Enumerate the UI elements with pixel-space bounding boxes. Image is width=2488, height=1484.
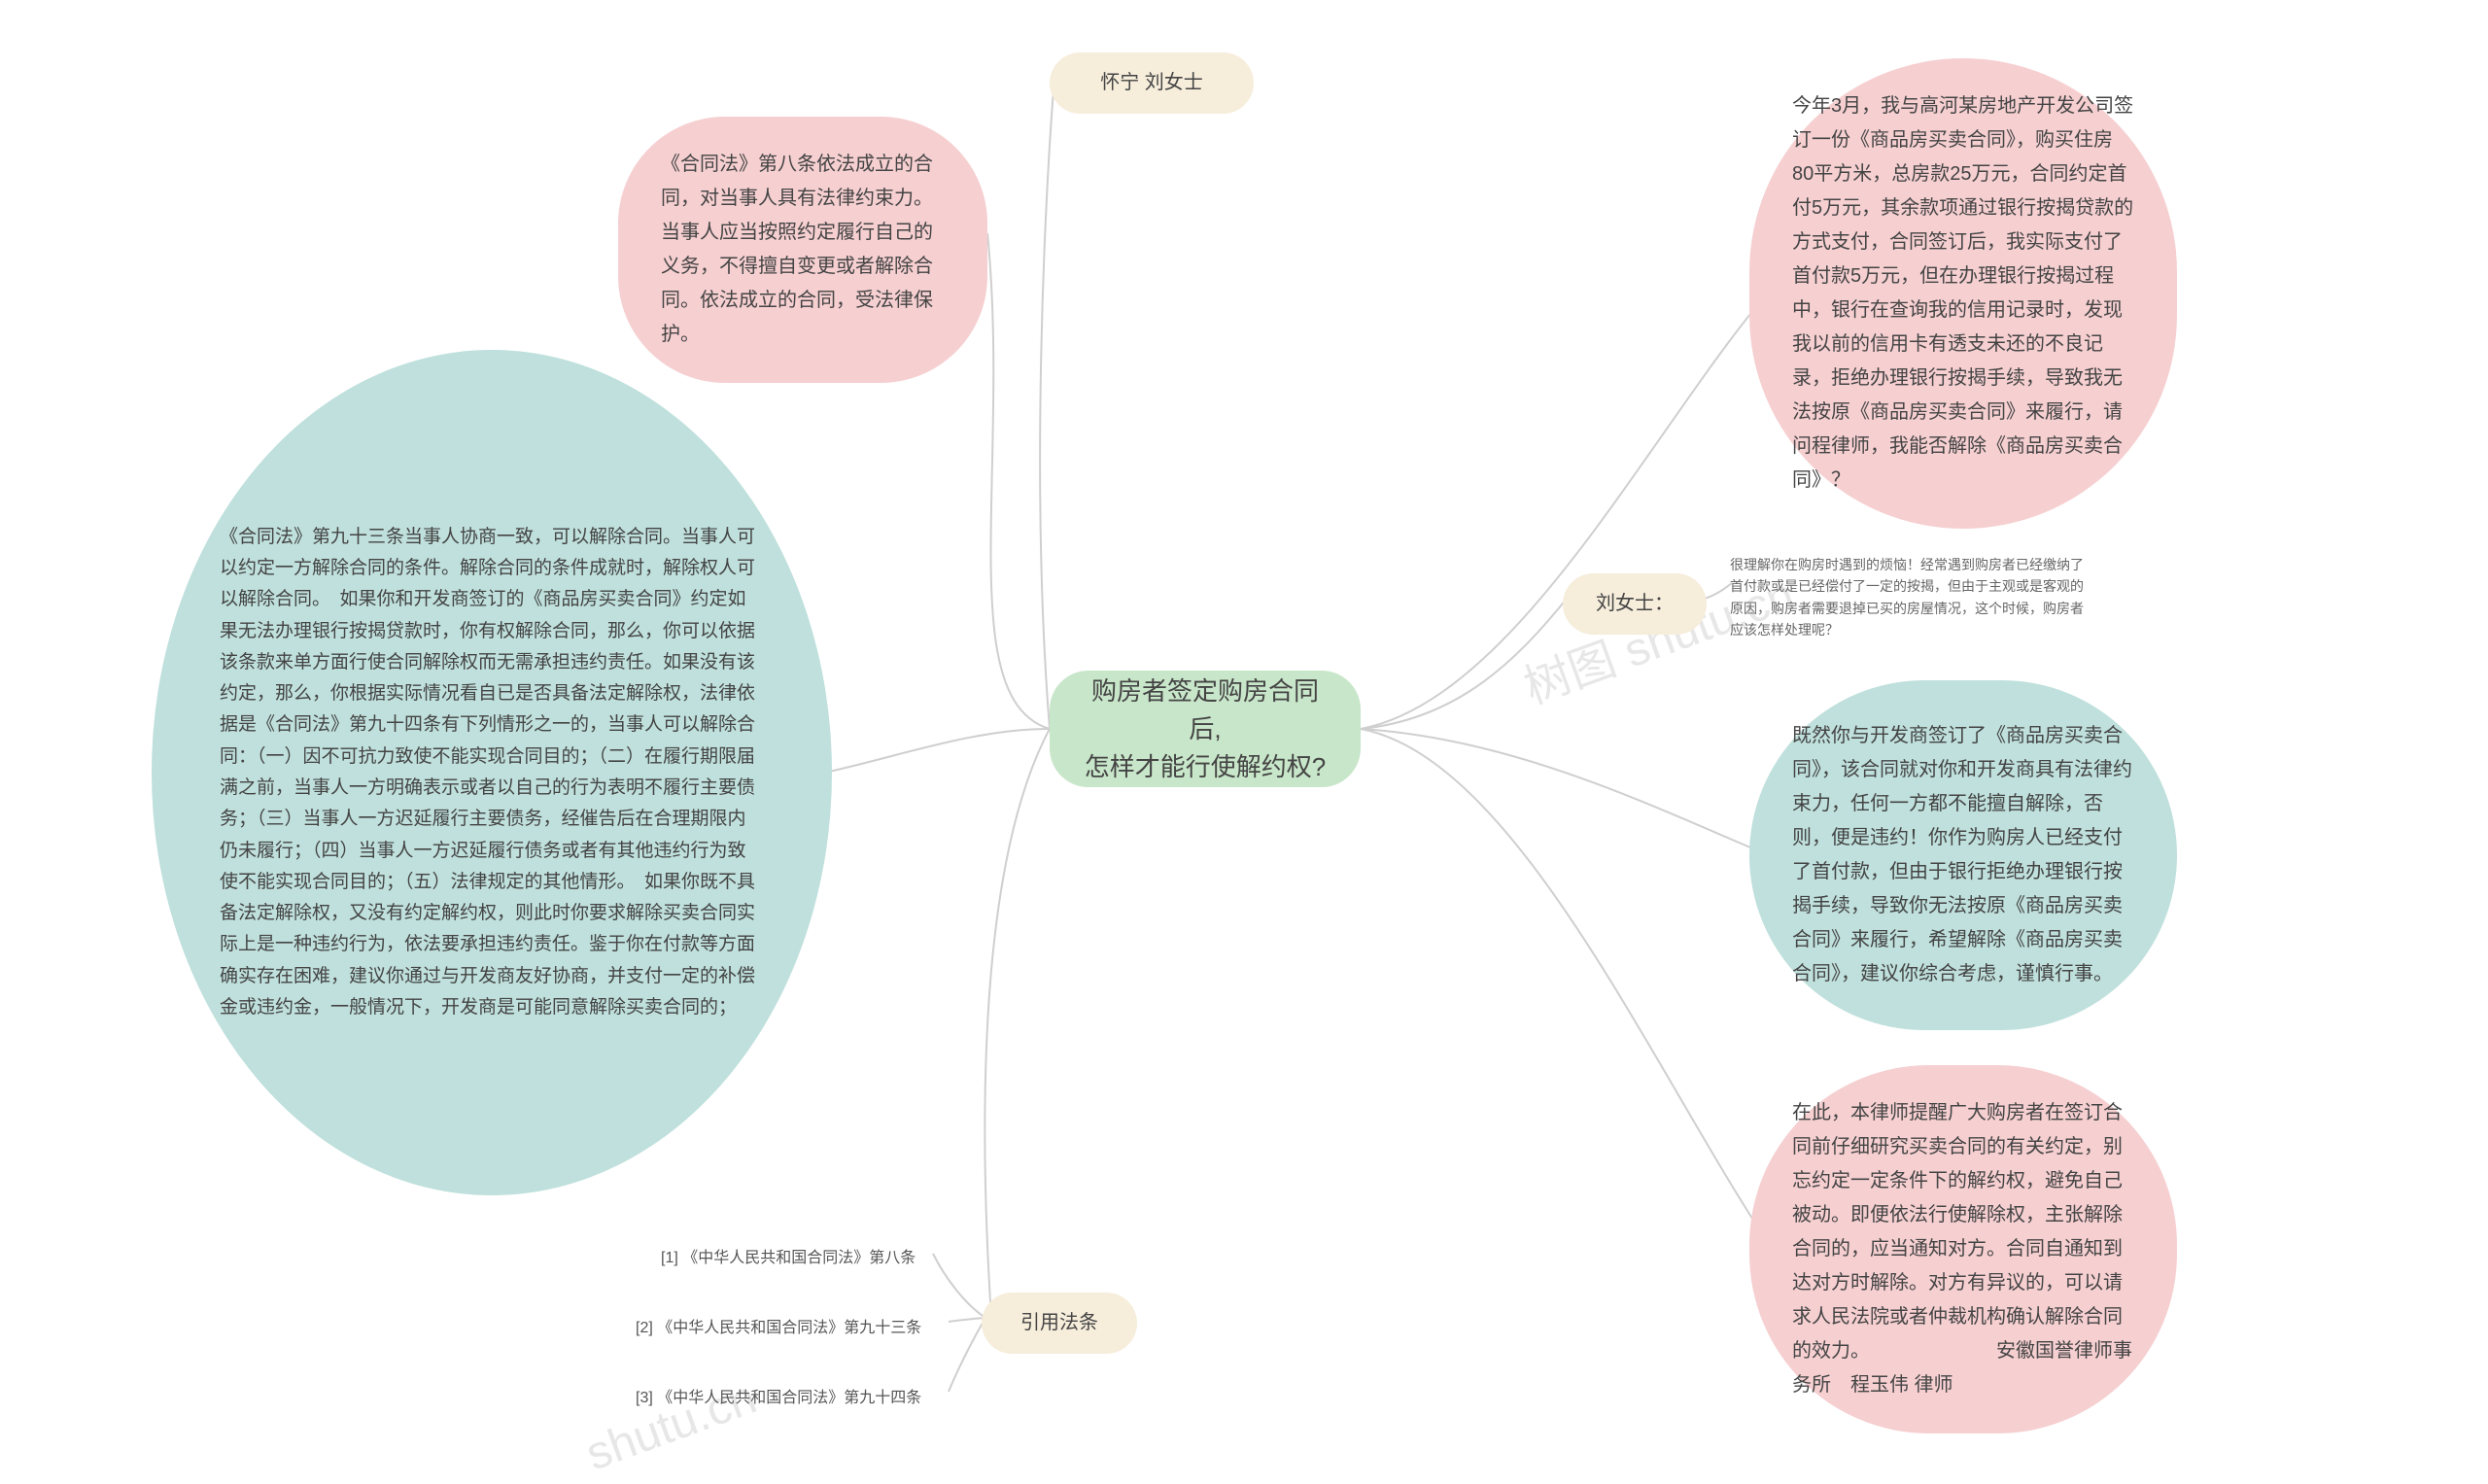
ref-item-3: [3] 《中华人民共和国合同法》第九十四条 xyxy=(636,1384,921,1407)
node-ref-label[interactable]: 引用法条 xyxy=(982,1293,1137,1354)
node-contract-93[interactable]: 《合同法》第九十三条当事人协商一致，可以解除合同。当事人可以约定一方解除合同的条… xyxy=(152,350,832,1195)
node-right-1[interactable]: 今年3月，我与高河某房地产开发公司签订一份《商品房买卖合同》，购买住房80平方米… xyxy=(1749,58,2177,529)
node-right-4[interactable]: 在此，本律师提醒广大购房者在签订合同前仔细研究买卖合同的有关约定，别忘约定一定条… xyxy=(1749,1065,2177,1433)
ref-item-1: [1] 《中华人民共和国合同法》第八条 xyxy=(661,1244,916,1267)
liu-subtext: 很理解你在购房时遇到的烦恼！经常遇到购房者已经缴纳了首付款或是已经偿付了一定的按… xyxy=(1730,554,2090,641)
center-node[interactable]: 购房者签定购房合同后, 怎样才能行使解约权? xyxy=(1050,671,1361,787)
ref-item-2: [2] 《中华人民共和国合同法》第九十三条 xyxy=(636,1314,921,1337)
node-right-3[interactable]: 既然你与开发商签订了《商品房买卖合同》，该合同就对你和开发商具有法律约束力，任何… xyxy=(1749,680,2177,1030)
node-huaining[interactable]: 怀宁 刘女士 xyxy=(1050,52,1254,114)
node-liu-label[interactable]: 刘女士： xyxy=(1563,573,1707,635)
node-contract-8[interactable]: 《合同法》第八条依法成立的合同，对当事人具有法律约束力。当事人应当按照约定履行自… xyxy=(618,117,987,383)
